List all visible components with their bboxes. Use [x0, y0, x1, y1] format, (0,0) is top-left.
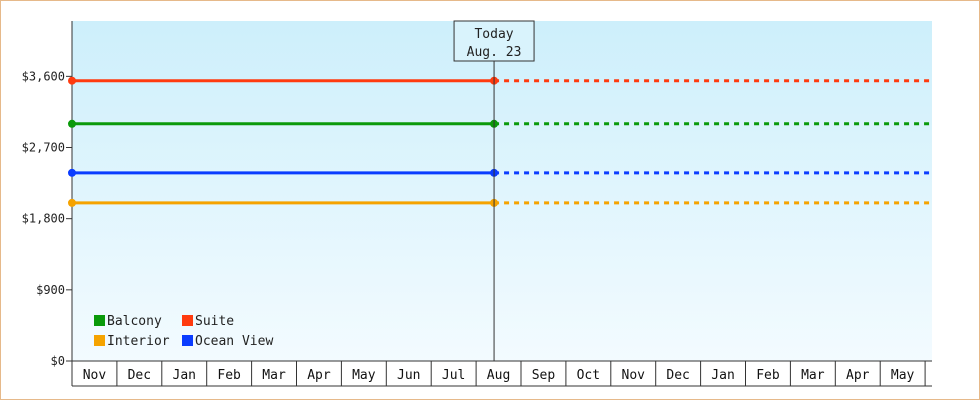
legend-swatch: [94, 315, 105, 326]
x-tick-label: Jan: [173, 368, 196, 383]
x-tick-label: Sep: [532, 368, 556, 383]
today-date: Aug. 23: [467, 45, 522, 60]
x-tick-label: Dec: [666, 368, 689, 383]
legend-label: Ocean View: [195, 334, 273, 349]
x-tick-label: Mar: [801, 368, 825, 383]
x-tick-label: Nov: [622, 368, 646, 383]
y-tick-label: $2,700: [22, 141, 65, 155]
data-point: [68, 76, 76, 85]
x-tick-label: May: [352, 368, 376, 383]
series-interior: [68, 198, 932, 207]
x-tick-label: Apr: [846, 368, 870, 383]
y-tick-label: $1,800: [22, 212, 65, 226]
x-tick-label: Dec: [128, 368, 151, 383]
x-tick-label: Nov: [83, 368, 107, 383]
series-ocean-view: [68, 168, 932, 177]
plot-area: [72, 21, 932, 361]
x-tick-label: Apr: [307, 368, 331, 383]
legend-label: Suite: [195, 314, 234, 329]
legend-swatch: [182, 335, 193, 346]
x-tick-label: Jul: [442, 368, 465, 383]
series-suite: [68, 76, 932, 85]
legend-swatch: [94, 335, 105, 346]
today-box: [453, 20, 535, 62]
x-tick-label: Jan: [711, 368, 734, 383]
y-tick-label: $3,600: [22, 69, 65, 83]
data-point: [68, 198, 76, 207]
today-label: Today: [474, 27, 513, 42]
legend-swatch: [182, 315, 193, 326]
y-tick-label: $0: [51, 354, 65, 368]
x-tick-label: Feb: [756, 368, 780, 383]
x-tick-label: Jun: [397, 368, 420, 383]
y-tick-label: $900: [36, 283, 65, 297]
x-tick-label: Oct: [577, 368, 600, 383]
legend-label: Interior: [107, 334, 170, 349]
x-tick-label: Aug: [487, 368, 510, 383]
data-point: [68, 119, 76, 128]
legend-label: Balcony: [107, 314, 162, 329]
data-point: [68, 168, 76, 177]
x-tick-label: Feb: [217, 368, 241, 383]
x-tick-label: Mar: [262, 368, 286, 383]
x-tick-label: May: [891, 368, 915, 383]
